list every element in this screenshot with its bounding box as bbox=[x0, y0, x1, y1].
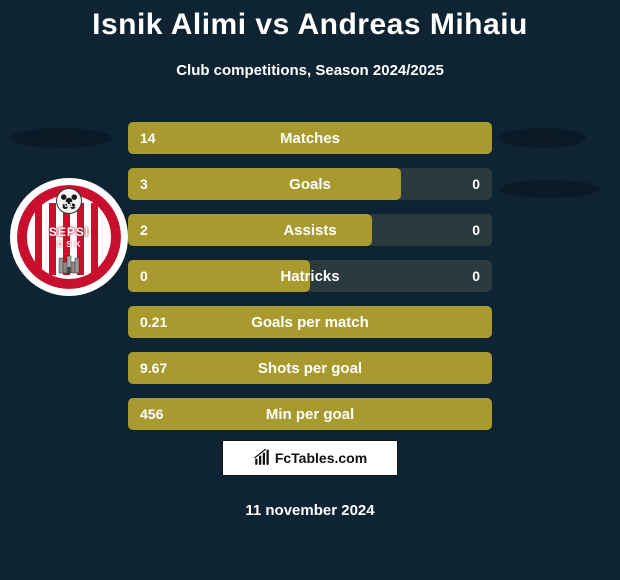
stat-label: Hatricks bbox=[128, 260, 492, 292]
stat-value-right: 0 bbox=[472, 214, 480, 246]
shadow-ellipse-left-1 bbox=[10, 128, 112, 148]
stat-row: Assists2 0 bbox=[128, 214, 492, 246]
stat-row: Min per goal456 bbox=[128, 398, 492, 430]
stat-row: Goals3 0 bbox=[128, 168, 492, 200]
club-badge-inner: 2011 SEPSI O S K bbox=[17, 185, 121, 289]
subtitle: Club competitions, Season 2024/2025 bbox=[0, 62, 620, 79]
date-label: 11 november 2024 bbox=[0, 502, 620, 519]
stat-value-left: 0 bbox=[140, 260, 148, 292]
club-badge-sepsi: 2011 SEPSI O S K bbox=[10, 178, 128, 296]
badge-name: SEPSI bbox=[17, 225, 121, 239]
stat-label: Goals bbox=[128, 168, 492, 200]
badge-sub: O S K bbox=[17, 240, 121, 249]
stat-row: Hatricks0 0 bbox=[128, 260, 492, 292]
stat-value-left: 14 bbox=[140, 122, 156, 154]
stat-label: Goals per match bbox=[128, 306, 492, 338]
stat-label: Min per goal bbox=[128, 398, 492, 430]
badge-year: 2011 bbox=[17, 202, 121, 209]
shadow-ellipse-right-2 bbox=[500, 180, 600, 198]
stat-label: Shots per goal bbox=[128, 352, 492, 384]
stat-value-left: 456 bbox=[140, 398, 163, 430]
brand-badge: FcTables.com bbox=[222, 440, 398, 476]
stat-row: Shots per goal9.67 bbox=[128, 352, 492, 384]
castle-icon bbox=[57, 252, 81, 276]
page-title: Isnik Alimi vs Andreas Mihaiu bbox=[0, 8, 620, 42]
stat-value-left: 9.67 bbox=[140, 352, 167, 384]
shadow-ellipse-right-1 bbox=[498, 128, 586, 148]
stat-row: Goals per match0.21 bbox=[128, 306, 492, 338]
stat-value-left: 3 bbox=[140, 168, 148, 200]
stat-value-left: 2 bbox=[140, 214, 148, 246]
brand-label: FcTables.com bbox=[275, 450, 367, 466]
stat-row: Matches14 bbox=[128, 122, 492, 154]
stat-value-left: 0.21 bbox=[140, 306, 167, 338]
stat-label: Assists bbox=[128, 214, 492, 246]
stat-value-right: 0 bbox=[472, 168, 480, 200]
soccer-ball-icon bbox=[56, 188, 82, 214]
stat-label: Matches bbox=[128, 122, 492, 154]
stat-value-right: 0 bbox=[472, 260, 480, 292]
comparison-chart: Matches14Goals30Assists20Hatricks00Goals… bbox=[128, 122, 492, 444]
chart-icon bbox=[253, 449, 271, 467]
